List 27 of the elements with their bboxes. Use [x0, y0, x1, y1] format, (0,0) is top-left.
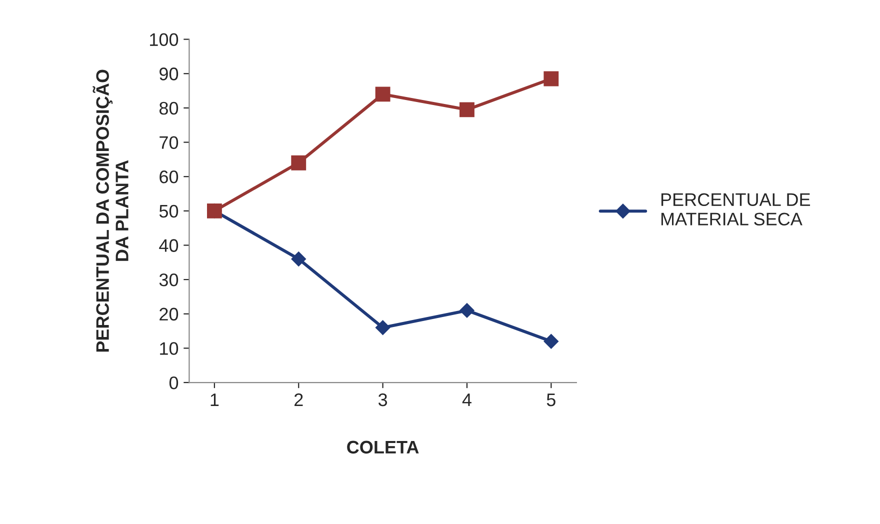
y-tick-label: 0: [169, 376, 178, 390]
x-tick-label: 4: [462, 394, 472, 406]
point: [544, 334, 559, 349]
y-tick-label: 20: [160, 308, 178, 321]
point: [460, 303, 474, 318]
y-tick-label: 70: [160, 136, 178, 149]
y-axis-title: PERCENTUAL DA COMPOSIÇÃO DA PLANTA: [92, 70, 128, 352]
y-tick-label: 40: [159, 239, 178, 252]
y-tick-label: 100: [150, 33, 178, 46]
x-tick-label: 2: [294, 393, 303, 406]
point: [375, 320, 390, 335]
point: [291, 155, 306, 170]
point: [375, 86, 390, 102]
point: [460, 102, 474, 118]
y-tick-label: 50: [159, 204, 178, 218]
x-tick-label: 5: [546, 394, 556, 406]
point: [544, 71, 559, 86]
x-axis-title: COLETA: [347, 440, 419, 454]
x-tick-label: 3: [378, 393, 388, 406]
point: [291, 252, 306, 266]
y-tick-label: 10: [160, 342, 178, 355]
y-tick-label: 90: [160, 68, 178, 80]
y-tick-label: 60: [160, 170, 178, 184]
y-tick-label: 80: [159, 102, 178, 115]
x-tick-label: 1: [210, 394, 219, 406]
legend-label: PERCENTUAL DE MATERIAL SECA: [661, 193, 810, 226]
y-tick-label: 30: [159, 273, 178, 286]
